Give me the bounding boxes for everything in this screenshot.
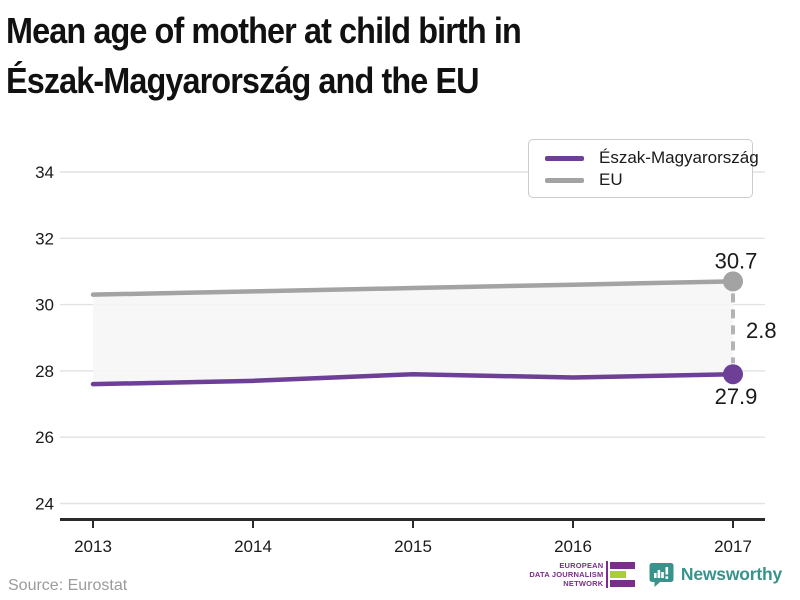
legend-swatch-region <box>545 155 584 161</box>
y-tick-label: 26 <box>35 428 54 447</box>
series-line-region <box>90 371 736 387</box>
value-label-diff: 2.8 <box>746 318 777 343</box>
edjn-divider <box>606 561 608 588</box>
newsworthy-bubble-chart-icon <box>649 562 674 587</box>
legend-item-region: Észak-Magyarország <box>545 147 759 169</box>
series-line-eu <box>90 279 736 297</box>
footer-logos: EUROPEAN DATA JOURNALISM NETWORK Newswor… <box>529 561 782 588</box>
chart-title-line2: Észak-Magyarország and the EU <box>6 60 480 101</box>
value-label-region: 27.9 <box>715 384 758 409</box>
edjn-logo: EUROPEAN DATA JOURNALISM NETWORK <box>529 561 635 588</box>
chart-title: Mean age of mother at child birth in Ész… <box>6 6 522 106</box>
edjn-logo-text: EUROPEAN DATA JOURNALISM NETWORK <box>529 561 603 588</box>
edjn-bars-icon <box>609 562 635 587</box>
legend-label-eu: EU <box>599 170 623 189</box>
chart-title-line1: Mean age of mother at child birth in <box>6 10 522 51</box>
data-point-eu-last <box>723 271 743 292</box>
chart-legend: Észak-Magyarország EU <box>528 139 759 198</box>
edjn-text-line3: NETWORK <box>563 579 604 588</box>
y-tick-label: 30 <box>35 296 54 315</box>
source-note: Source: Eurostat <box>8 577 128 594</box>
edjn-text-line2: DATA JOURNALISM <box>529 570 604 579</box>
x-tick-label: 2017 <box>714 537 752 556</box>
legend-swatch-eu <box>545 177 584 183</box>
value-label-eu: 30.7 <box>715 248 758 273</box>
edjn-text-line1: EUROPEAN <box>559 561 604 570</box>
legend-label-region: Észak-Magyarország <box>599 148 759 167</box>
newsworthy-wordmark: Newsworthy <box>680 564 782 584</box>
data-point-region-last <box>723 364 743 385</box>
x-tick-label: 2014 <box>234 537 272 556</box>
y-tick-label: 28 <box>35 362 54 381</box>
y-tick-label: 24 <box>35 495 54 514</box>
series-gap-band <box>93 281 733 385</box>
legend-item-eu: EU <box>545 169 742 191</box>
x-tick-label: 2016 <box>554 537 592 556</box>
y-tick-label: 34 <box>35 163 54 182</box>
x-tick-label: 2015 <box>394 537 432 556</box>
y-tick-label: 32 <box>35 229 54 248</box>
newsworthy-logo: Newsworthy <box>649 562 782 588</box>
x-tick-label: 2013 <box>74 537 112 556</box>
